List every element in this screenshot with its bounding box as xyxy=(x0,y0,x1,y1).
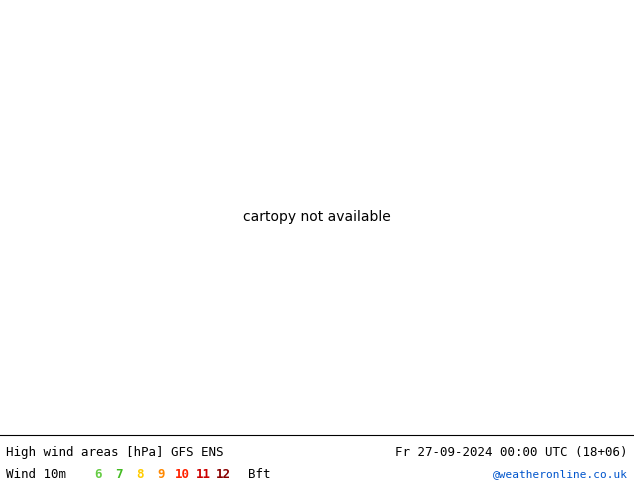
Text: High wind areas [hPa] GFS ENS: High wind areas [hPa] GFS ENS xyxy=(6,446,224,459)
Text: Fr 27-09-2024 00:00 UTC (18+06): Fr 27-09-2024 00:00 UTC (18+06) xyxy=(395,446,628,459)
Text: 8: 8 xyxy=(136,468,144,481)
Text: 9: 9 xyxy=(157,468,165,481)
Text: Wind 10m: Wind 10m xyxy=(6,468,67,481)
Text: 10: 10 xyxy=(174,468,190,481)
Text: 7: 7 xyxy=(115,468,123,481)
Text: cartopy not available: cartopy not available xyxy=(243,210,391,224)
Text: 11: 11 xyxy=(195,468,210,481)
Text: 6: 6 xyxy=(94,468,102,481)
Text: Bft: Bft xyxy=(248,468,270,481)
Text: @weatheronline.co.uk: @weatheronline.co.uk xyxy=(493,469,628,479)
Text: 12: 12 xyxy=(216,468,231,481)
